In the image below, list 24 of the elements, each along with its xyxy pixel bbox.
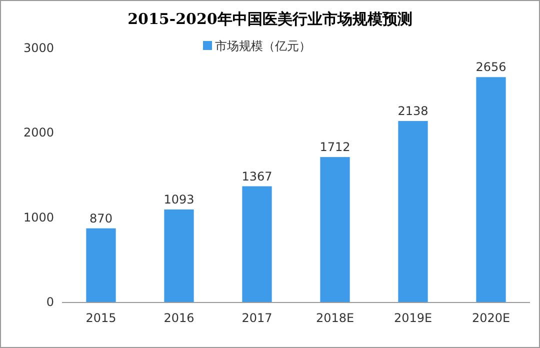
y-tick-label: 1000 xyxy=(23,210,54,224)
bar xyxy=(320,157,350,302)
bar xyxy=(398,120,428,302)
bar xyxy=(476,77,506,302)
data-label: 2138 xyxy=(398,104,428,118)
data-label: 1367 xyxy=(242,169,272,184)
data-label: 1093 xyxy=(164,192,194,206)
data-label: 2656 xyxy=(476,60,506,74)
data-label: 870 xyxy=(90,211,112,226)
x-tick-label: 2019E xyxy=(394,311,432,325)
chart-title: 2015-2020年中国医美行业市场规模预测 xyxy=(128,10,412,28)
data-label: 1712 xyxy=(320,140,350,154)
x-tick-label: 2015 xyxy=(86,311,116,325)
x-tick-label: 2016 xyxy=(164,311,194,325)
bar xyxy=(164,209,194,302)
legend-label: 市场规模（亿元） xyxy=(215,39,311,53)
bar xyxy=(242,186,272,302)
y-tick-label: 2000 xyxy=(23,126,54,140)
y-tick-label: 3000 xyxy=(23,41,54,55)
x-tick-label: 2020E xyxy=(472,311,510,325)
x-tick-label: 2017 xyxy=(242,311,272,325)
y-tick-label: 0 xyxy=(46,295,54,309)
x-tick-label: 2018E xyxy=(316,311,354,325)
bar xyxy=(86,228,116,302)
